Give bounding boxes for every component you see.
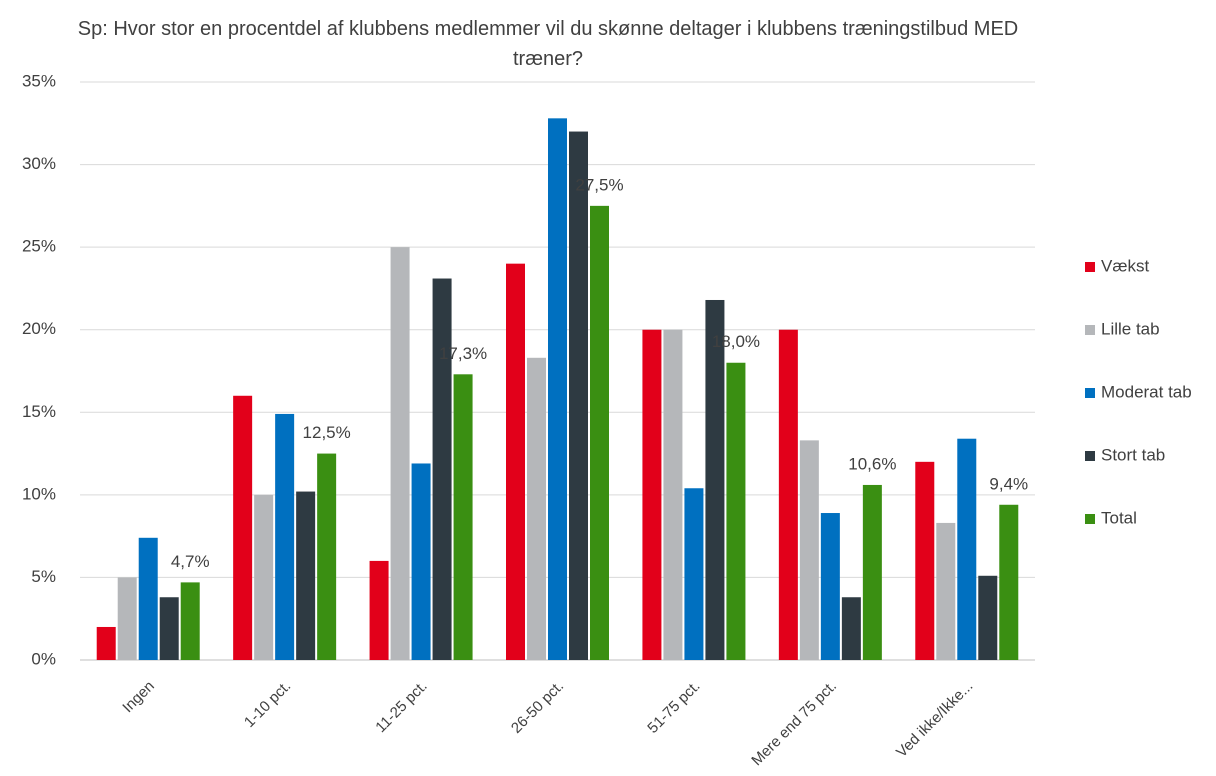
bar — [705, 299, 725, 660]
bar — [778, 329, 798, 660]
legend-swatch — [1085, 388, 1095, 398]
bar — [506, 263, 525, 660]
x-tick-label: 11-25 pct. — [372, 678, 430, 736]
bar — [117, 577, 137, 660]
x-tick-label: 51-75 pct. — [644, 678, 703, 737]
legend-label: Moderat tab — [1101, 382, 1192, 401]
x-tick-label: Mere end 75 pct. — [748, 678, 840, 770]
y-tick-label: 20% — [22, 319, 56, 338]
legend-swatch — [1085, 262, 1095, 272]
data-label: 12,5% — [303, 423, 351, 442]
bar — [317, 453, 337, 660]
data-label: 10,6% — [848, 454, 896, 473]
data-label: 27,5% — [575, 175, 623, 194]
bar — [233, 395, 253, 660]
legend-label: Vækst — [1101, 256, 1149, 275]
bar — [390, 247, 410, 660]
bar — [548, 118, 567, 661]
legend-label: Lille tab — [1101, 319, 1160, 338]
bar — [180, 582, 200, 660]
bar — [159, 597, 179, 660]
bar — [862, 484, 882, 660]
y-tick-label: 0% — [31, 649, 56, 668]
bar — [96, 626, 116, 660]
bar — [432, 278, 452, 660]
legend-label: Stort tab — [1101, 445, 1165, 464]
legend-label: Total — [1101, 508, 1137, 527]
bar — [999, 504, 1019, 660]
bar — [138, 537, 158, 660]
y-tick-label: 5% — [31, 567, 56, 586]
bar — [726, 362, 746, 660]
bar — [411, 463, 431, 660]
x-tick-label: 26-50 pct. — [508, 678, 567, 737]
legend-swatch — [1085, 325, 1095, 335]
x-tick-label: 1-10 pct. — [241, 678, 294, 731]
bar — [642, 329, 662, 660]
bar — [799, 440, 819, 660]
bar — [296, 491, 316, 660]
bar — [663, 329, 683, 660]
bar — [275, 413, 295, 660]
x-tick-label: Ingen — [119, 678, 158, 717]
bar — [590, 205, 609, 660]
bar — [915, 461, 935, 660]
bar — [527, 357, 546, 660]
bar — [936, 522, 956, 660]
bar — [254, 494, 274, 660]
bar — [841, 597, 861, 660]
bar — [369, 560, 389, 660]
y-tick-label: 10% — [22, 484, 56, 503]
bar — [820, 513, 840, 660]
bar — [453, 374, 473, 660]
bar — [569, 131, 588, 661]
y-tick-label: 25% — [22, 237, 56, 256]
data-label: 17,3% — [439, 344, 487, 363]
y-tick-label: 30% — [22, 154, 56, 173]
bar — [957, 438, 977, 660]
y-tick-label: 35% — [22, 71, 56, 90]
x-tick-label: Ved ikke/Ikke... — [893, 678, 976, 761]
data-label: 18,0% — [712, 332, 760, 351]
data-label: 4,7% — [171, 552, 210, 571]
bar — [978, 575, 998, 660]
y-tick-label: 15% — [22, 402, 56, 421]
chart-title: Sp: Hvor stor en procentdel af klubbens … — [77, 18, 1019, 70]
bar — [684, 488, 704, 660]
legend-swatch — [1085, 451, 1095, 461]
data-label: 9,4% — [989, 474, 1028, 493]
legend-swatch — [1085, 514, 1095, 524]
